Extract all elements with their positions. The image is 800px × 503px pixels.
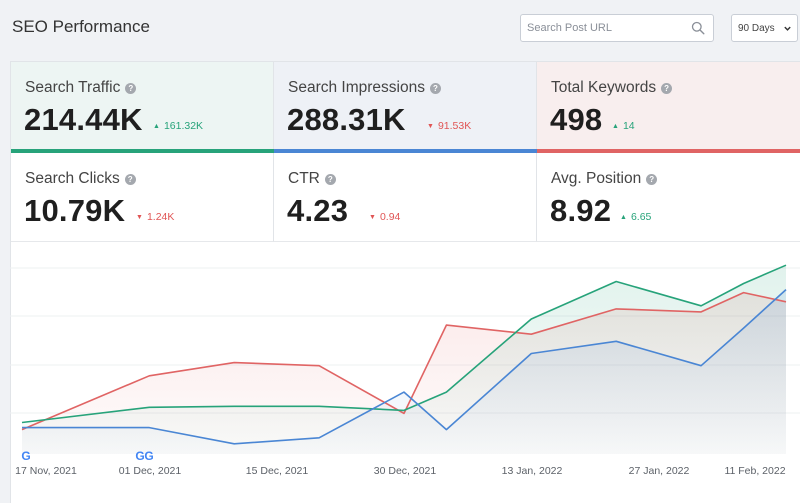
metric-avg-position[interactable]: Avg. Position? 8.92 ▲ 6.65	[537, 153, 800, 242]
date-range-select[interactable]: 90 Days	[731, 14, 798, 42]
metric-delta: ▲ 161.32K	[153, 120, 204, 132]
triangle-up-icon: ▲	[620, 213, 627, 221]
series-line[interactable]	[22, 289, 787, 445]
metric-color-bar	[537, 149, 800, 153]
metric-delta: ▲ 6.65	[620, 211, 652, 223]
metric-label: Search Impressions	[288, 79, 425, 96]
metric-ctr[interactable]: CTR? 4.23 ▼ 0.94	[274, 153, 537, 242]
triangle-down-icon: ▼	[369, 213, 376, 221]
metric-color-bar	[11, 149, 274, 153]
metric-total-keywords[interactable]: Total Keywords? 498 ▲ 14	[537, 62, 800, 153]
seo-performance-chart: G G G 17 Nov, 2021 01 Dec, 2021 15 Dec, 2021 3…	[10, 241, 800, 503]
metric-search-impressions[interactable]: Search Impressions? 288.31K ▼ 91.53K	[274, 62, 537, 153]
search-input[interactable]	[521, 15, 687, 41]
triangle-down-icon: ▼	[136, 213, 143, 221]
help-icon[interactable]: ?	[429, 82, 441, 94]
triangle-up-icon: ▲	[612, 122, 619, 130]
help-icon[interactable]: ?	[324, 173, 336, 185]
metric-search-traffic[interactable]: Search Traffic? 214.44K ▲ 161.32K	[11, 62, 274, 153]
x-tick-label: 11 Feb, 2022	[724, 465, 785, 477]
metric-search-clicks[interactable]: Search Clicks? 10.79K ▼ 1.24K	[11, 153, 274, 242]
metric-label: Search Traffic	[25, 79, 121, 96]
series-area	[22, 289, 786, 454]
chart-svg: G G G17 Nov, 2021 01 Dec, 2021 15 Dec, 2021 3…	[10, 264, 800, 477]
x-tick-label: 13 Jan, 2022	[502, 465, 563, 477]
help-icon[interactable]: ?	[124, 173, 136, 185]
google-icon[interactable]: G	[144, 449, 153, 463]
x-tick-label: 27 Jan, 2022	[629, 465, 690, 477]
metric-delta: ▲ 14	[612, 120, 635, 132]
series-line[interactable]	[21, 264, 787, 424]
date-range-value: 90 Days	[738, 23, 775, 34]
metric-label: Avg. Position	[551, 170, 642, 187]
search-icon[interactable]	[691, 21, 705, 35]
metric-delta: ▼ 91.53K	[427, 120, 472, 132]
metric-color-bar	[274, 149, 537, 153]
metric-delta: ▼ 1.24K	[136, 211, 175, 223]
x-tick-label: 15 Dec, 2021	[246, 465, 309, 477]
series-line[interactable]	[21, 291, 787, 431]
search-post-url-field[interactable]	[520, 14, 714, 42]
help-icon[interactable]: ?	[125, 82, 137, 94]
help-icon[interactable]: ?	[646, 173, 658, 185]
help-icon[interactable]: ?	[661, 82, 673, 94]
metric-value: 214.44K	[24, 102, 143, 137]
metric-value: 10.79K	[24, 193, 126, 228]
metric-label: Total Keywords	[551, 79, 657, 96]
triangle-up-icon: ▲	[153, 122, 160, 130]
x-tick-label: 30 Dec, 2021	[374, 465, 437, 477]
metric-delta: ▼ 0.94	[369, 211, 401, 223]
page-title: SEO Performance	[12, 17, 150, 36]
metric-label: Search Clicks	[25, 170, 120, 187]
metric-value: 498	[550, 102, 603, 137]
metric-value: 4.23	[287, 193, 349, 228]
google-icon[interactable]: G	[21, 449, 30, 463]
x-tick-label: 01 Dec, 2021	[119, 465, 182, 477]
x-tick-label: 17 Nov, 2021	[15, 465, 77, 477]
metric-value: 288.31K	[287, 102, 406, 137]
metric-value: 8.92	[550, 193, 612, 228]
google-icon[interactable]: G	[135, 449, 144, 463]
triangle-down-icon: ▼	[427, 122, 434, 130]
chevron-down-icon	[784, 26, 791, 31]
metric-label: CTR	[288, 170, 320, 187]
